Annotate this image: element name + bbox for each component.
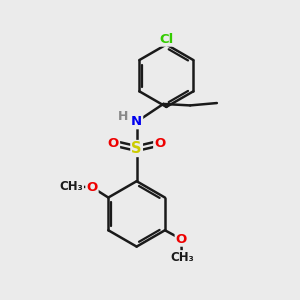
Text: Cl: Cl [159, 33, 173, 46]
Text: O: O [154, 137, 165, 150]
Text: CH₃: CH₃ [59, 180, 83, 193]
Text: O: O [176, 233, 187, 246]
Text: O: O [108, 137, 119, 150]
Text: O: O [86, 181, 98, 194]
Text: S: S [131, 141, 142, 156]
Text: H: H [118, 110, 128, 123]
Text: CH₃: CH₃ [170, 251, 194, 264]
Text: N: N [131, 115, 142, 128]
